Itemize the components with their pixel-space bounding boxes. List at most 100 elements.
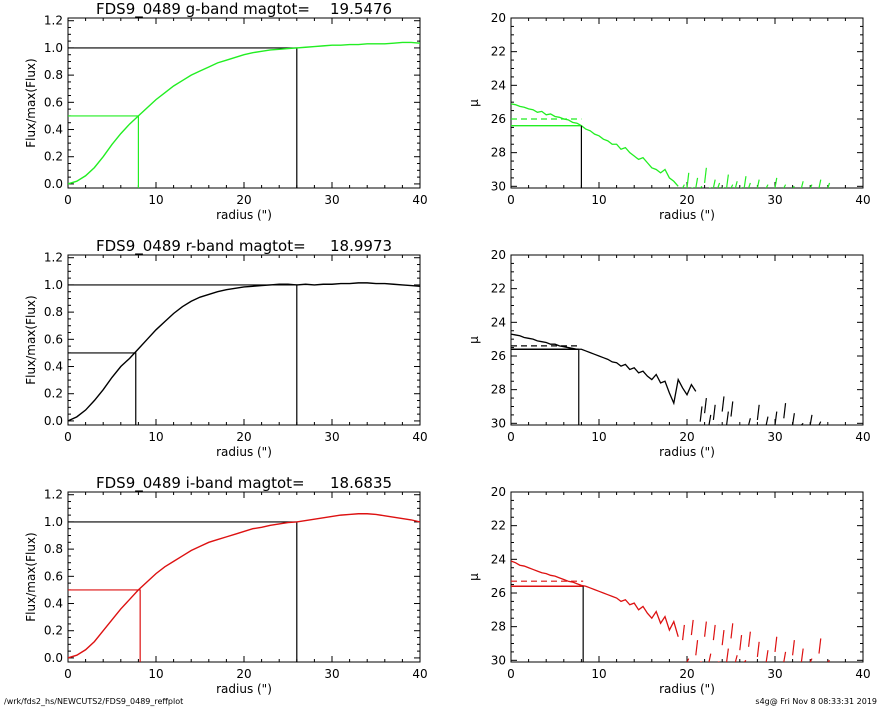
i-growth-ytick-label: 0.4	[44, 597, 63, 611]
r-sb-noise	[730, 401, 734, 417]
r-sb-ytick-label: 24	[491, 315, 506, 329]
g-growth-ytick-label: 1.0	[44, 41, 63, 55]
g-sb-xtick-label: 30	[767, 193, 782, 207]
r-sb-noise	[765, 416, 769, 425]
i-sb-frame	[510, 491, 864, 663]
r-sb-noise	[809, 414, 813, 425]
i-sb-noise	[695, 640, 699, 656]
g-sb-noise	[730, 184, 734, 188]
g-growth-ylabel: Flux/max(Flux)	[24, 58, 38, 147]
r-sb-ylabel: μ	[467, 336, 481, 344]
i-sb-ytick-label: 22	[491, 519, 506, 533]
i-sb-xtick-label: 40	[855, 667, 870, 681]
i-sb-noise	[734, 655, 738, 662]
r-growth-ylabel: Flux/max(Flux)	[24, 295, 38, 384]
i-sb-ytick-label: 24	[491, 552, 506, 566]
r-growth-xtick-label: 40	[412, 430, 427, 444]
i-sb-noise	[708, 653, 712, 662]
i-growth-xtick-label: 40	[412, 667, 427, 681]
r-sb-noise	[708, 414, 712, 425]
i-sb-xtick-label: 10	[591, 667, 606, 681]
r-sb-noise	[818, 421, 822, 425]
r-sb-noise	[792, 413, 795, 425]
i-growth-xtick-label: 20	[236, 667, 251, 681]
g-sb-noise	[695, 177, 699, 188]
g-growth-ytick-label: 1.2	[44, 14, 63, 28]
g-sb-profile	[511, 103, 679, 187]
g-sb-noise	[699, 185, 703, 188]
g-sb-noise	[717, 182, 721, 188]
g-growth-curve	[68, 41, 420, 185]
i-sb-noise	[712, 624, 716, 641]
r-sb-xtick-label: 40	[855, 430, 870, 444]
g-sb-xtick-label: 40	[855, 193, 870, 207]
r-growth-ytick-label: 0.0	[44, 414, 63, 428]
g-growth-xtick-label: 0	[64, 193, 72, 207]
r-growth-ytick-label: 0.4	[44, 360, 63, 374]
i-growth-ytick-label: 0.0	[44, 651, 63, 665]
r-growth-ytick-label: 0.2	[44, 387, 63, 401]
g-sb-xlabel: radius (")	[659, 208, 715, 222]
i-growth-data	[68, 513, 420, 662]
i-sb-ytick-label: 20	[491, 485, 506, 499]
r-sb-noise	[756, 404, 760, 421]
i-sb-noise	[726, 648, 729, 662]
r-growth-xtick-label: 30	[324, 430, 339, 444]
g-sb-ylabel: μ	[467, 99, 481, 107]
r-growth-data	[68, 282, 420, 425]
g-sb-noise	[748, 182, 751, 188]
g-growth-total-guide	[68, 47, 298, 188]
r-sb-noise	[774, 411, 778, 425]
i-sb-profile	[511, 560, 679, 637]
i-growth-ytick-label: 1.2	[44, 488, 63, 502]
i-growth-ytick-label: 0.2	[44, 624, 63, 638]
g-sb-ytick-label: 26	[491, 112, 506, 126]
r-growth-title-value: 18.9973	[330, 237, 392, 255]
i-sb-noise	[756, 641, 760, 658]
i-sb-xtick-label: 0	[507, 667, 515, 681]
i-sb-ytick-label: 26	[491, 586, 506, 600]
i-growth-xtick-label: 10	[148, 667, 163, 681]
i-growth-total-guide	[68, 521, 298, 662]
g-growth-xtick-label: 10	[148, 193, 163, 207]
r-growth-curve	[68, 282, 420, 422]
r-growth-frame	[67, 254, 421, 426]
r-sb-noise	[800, 422, 804, 425]
r-sb-data	[511, 333, 822, 425]
g-sb-ytick-label: 20	[491, 11, 506, 25]
g-sb-noise	[734, 181, 738, 188]
r-sb-ytick-label: 30	[491, 416, 506, 430]
g-sb-ytick-label: 22	[491, 45, 506, 59]
r-growth-xlabel: radius (")	[216, 445, 272, 459]
i-growth-ytick-label: 0.6	[44, 569, 63, 583]
i-sb-xlabel: radius (")	[659, 682, 715, 696]
r-sb-xlabel: radius (")	[659, 445, 715, 459]
r-sb-ytick-label: 20	[491, 248, 506, 262]
g-sb-noise	[818, 179, 822, 188]
g-sb-noise	[783, 184, 787, 188]
r-growth-xtick-label: 20	[236, 430, 251, 444]
r-sb-noise	[704, 398, 707, 414]
g-growth-ytick-label: 0.6	[44, 95, 63, 109]
r-sb-xtick-label: 0	[507, 430, 515, 444]
i-sb-data	[511, 560, 830, 662]
i-growth-frame	[67, 491, 421, 663]
g-growth-ytick-label: 0.0	[44, 177, 63, 191]
r-growth-ytick-label: 0.8	[44, 305, 63, 319]
i-sb-noise	[730, 623, 734, 639]
i-growth-xtick-label: 30	[324, 667, 339, 681]
i-sb-noise	[682, 624, 685, 641]
i-sb-noise	[686, 658, 690, 662]
i-sb-xtick-label: 20	[679, 667, 694, 681]
r-sb-profile	[511, 333, 697, 406]
g-growth-data	[68, 41, 420, 188]
r-sb-frame	[510, 254, 864, 426]
i-growth-half-guide	[68, 589, 141, 662]
i-sb-noise	[721, 629, 725, 646]
g-sb-noise	[792, 185, 795, 188]
g-growth-xtick-label: 40	[412, 193, 427, 207]
r-sb-noise	[783, 403, 787, 419]
i-growth-xlabel: radius (")	[216, 682, 272, 696]
footer-path: /wrk/fds2_hs/NEWCUTS2/FDS9_0489_reffplot	[4, 697, 184, 706]
